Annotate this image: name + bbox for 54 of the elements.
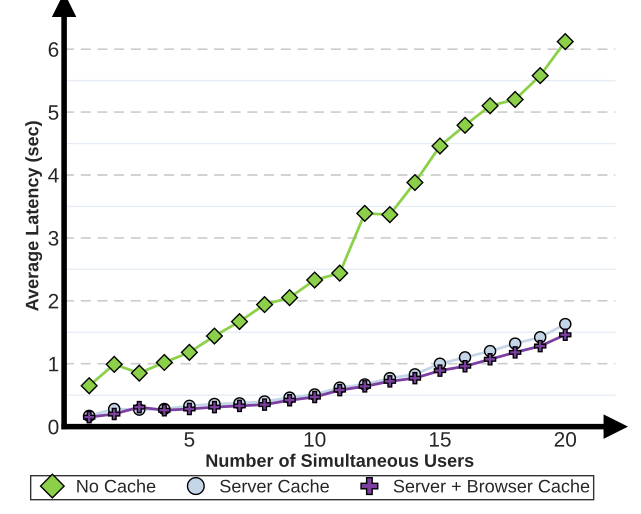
- legend-label: No Cache: [77, 479, 156, 493]
- point: [106, 356, 123, 373]
- y-tick-label: 3: [48, 230, 58, 246]
- point: [183, 402, 196, 416]
- point: [381, 206, 398, 224]
- point: [458, 360, 472, 372]
- y-axis-title: Average Latency (sec): [25, 121, 42, 311]
- point: [233, 400, 246, 412]
- point: [308, 390, 321, 404]
- point: [80, 377, 98, 394]
- point: [508, 346, 522, 359]
- point: [482, 97, 499, 114]
- legend-label: Server + Browser Cache: [394, 479, 590, 493]
- x-tick-label: 15: [430, 432, 451, 447]
- point: [406, 174, 424, 192]
- point: [431, 138, 449, 155]
- point: [356, 204, 374, 222]
- point: [206, 327, 223, 345]
- point: [558, 328, 572, 342]
- point: [556, 33, 574, 50]
- point: [434, 364, 446, 377]
- point: [532, 67, 549, 84]
- point: [408, 372, 422, 384]
- y-tick-label: 2: [48, 294, 58, 308]
- y-tick-label: 1: [49, 356, 58, 372]
- point: [384, 375, 396, 388]
- point: [283, 394, 296, 406]
- point: [230, 313, 248, 330]
- legend-label: Server Cache: [220, 479, 329, 493]
- point: [281, 289, 298, 306]
- x-tick-label: 20: [554, 432, 576, 447]
- point: [331, 264, 348, 282]
- point: [133, 400, 146, 414]
- point: [333, 384, 346, 396]
- point: [506, 90, 524, 108]
- point: [484, 353, 496, 366]
- point: [180, 344, 198, 361]
- point: [456, 116, 474, 134]
- point: [208, 400, 221, 414]
- x-tick-label: 10: [304, 432, 326, 447]
- point: [156, 354, 173, 372]
- y-tick-label: 6: [48, 42, 58, 57]
- point: [256, 296, 274, 314]
- y-tick-label: 0: [48, 420, 58, 434]
- point: [108, 408, 120, 420]
- y-tick-label: 4: [48, 168, 59, 183]
- point: [258, 398, 271, 411]
- point: [130, 364, 148, 382]
- x-axis-title: Number of Simultaneous Users: [206, 454, 474, 467]
- point: [558, 318, 572, 330]
- point: [306, 271, 324, 289]
- point: [534, 340, 546, 352]
- x-tick-label: 5: [184, 432, 194, 447]
- y-tick-label: 5: [48, 105, 58, 120]
